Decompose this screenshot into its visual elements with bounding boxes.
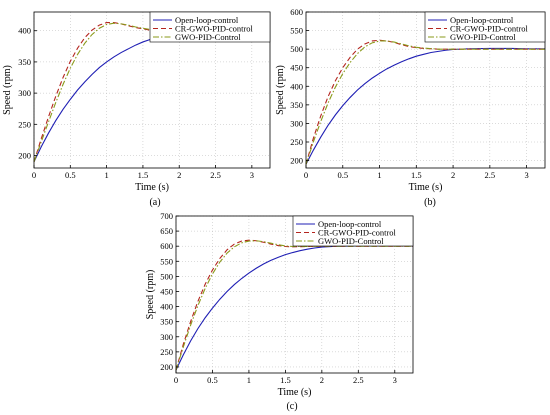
x-tick-label: 0 — [304, 170, 308, 180]
panel-label: (a) — [149, 197, 160, 208]
y-tick-label: 650 — [160, 226, 173, 236]
x-axis-label: Time (s) — [278, 387, 312, 398]
y-tick-label: 450 — [290, 63, 303, 73]
x-tick-label: 1 — [247, 375, 251, 385]
legend-entry: GWO-PID-Control — [318, 236, 384, 246]
y-tick-label: 200 — [290, 156, 303, 166]
y-tick-label: 300 — [290, 118, 303, 128]
x-tick-label: 2.5 — [485, 170, 496, 180]
x-tick-label: 1 — [377, 170, 381, 180]
x-tick-label: 1.5 — [280, 375, 291, 385]
y-tick-label: 500 — [290, 44, 303, 54]
y-tick-label: 250 — [160, 347, 173, 357]
x-tick-label: 0.5 — [65, 170, 76, 180]
legend-entry: Open-loop-control — [318, 219, 382, 229]
legend-entry: GWO-PID-Control — [175, 32, 241, 42]
y-tick-label: 550 — [290, 26, 303, 36]
x-tick-label: 0.5 — [207, 375, 218, 385]
y-tick-label: 350 — [290, 100, 303, 110]
legend-entry: CR-GWO-PID-control — [175, 24, 254, 34]
y-tick-label: 200 — [160, 362, 173, 372]
legend: Open-loop-controlCR-GWO-PID-controlGWO-P… — [424, 11, 546, 43]
x-tick-label: 1.5 — [411, 170, 422, 180]
x-tick-label: 2 — [177, 170, 181, 180]
y-tick-label: 400 — [290, 81, 303, 91]
chart-panel-a: 0 0.5 1 1.5 2 2.5 3 200 250 300 350 400 Time (s) Spee… — [2, 11, 271, 208]
panel-label: (c) — [286, 401, 297, 412]
chart-panel-b: 0 0.5 1 1.5 2 2.5 3 200 250 300 350 400 450 500 550 600… — [275, 7, 546, 208]
x-tick-label: 3 — [393, 375, 397, 385]
x-tick-label: 2.5 — [353, 375, 364, 385]
y-tick-label: 600 — [290, 7, 303, 17]
y-tick-label: 250 — [18, 119, 31, 129]
legend-entry: GWO-PID-Control — [450, 32, 516, 42]
y-tick-label: 400 — [18, 26, 31, 36]
legend-entry: Open-loop-control — [450, 15, 514, 25]
legend-entry: CR-GWO-PID-control — [450, 24, 529, 34]
y-tick-label: 300 — [160, 332, 173, 342]
y-tick-label: 700 — [160, 211, 173, 221]
x-tick-label: 0 — [32, 170, 36, 180]
x-tick-label: 1 — [104, 170, 108, 180]
y-tick-label: 550 — [160, 256, 173, 266]
legend: Open-loop-controlCR-GWO-PID-controlGWO-P… — [149, 11, 271, 43]
legend: Open-loop-controlCR-GWO-PID-controlGWO-P… — [292, 215, 414, 247]
series-line-gwo-pid-control — [33, 22, 270, 162]
y-axis-label: Speed (rpm) — [2, 65, 13, 115]
x-tick-label: 0 — [174, 375, 178, 385]
series-line-cr-gwo-pid-control — [175, 239, 413, 371]
x-tick-label: 1.5 — [138, 170, 149, 180]
series-line-gwo-pid-control — [305, 40, 545, 165]
x-axis-label: Time (s) — [409, 182, 443, 193]
series-line-gwo-pid-control — [175, 240, 413, 371]
panel-label: (b) — [424, 197, 436, 208]
y-tick-label: 200 — [18, 151, 31, 161]
x-tick-label: 2.5 — [210, 170, 221, 180]
y-tick-label: 500 — [160, 271, 173, 281]
y-tick-label: 450 — [160, 286, 173, 296]
y-tick-label: 350 — [18, 57, 31, 67]
y-tick-label: 300 — [18, 88, 31, 98]
y-axis-label: Speed (rpm) — [275, 65, 286, 115]
y-tick-label: 250 — [290, 137, 303, 147]
legend-entry: CR-GWO-PID-control — [318, 228, 397, 238]
x-tick-label: 2 — [451, 170, 455, 180]
y-tick-label: 600 — [160, 241, 173, 251]
y-axis-label: Speed (rpm) — [145, 270, 156, 320]
x-tick-label: 3 — [524, 170, 528, 180]
y-tick-label: 400 — [160, 302, 173, 312]
legend-entry: Open-loop-control — [175, 15, 239, 25]
x-axis-label: Time (s) — [135, 182, 169, 193]
x-tick-label: 2 — [320, 375, 324, 385]
x-tick-label: 0.5 — [337, 170, 348, 180]
x-tick-label: 3 — [250, 170, 254, 180]
y-tick-label: 350 — [160, 317, 173, 327]
chart-panel-c: 0 0.5 1 1.5 2 2.5 3 200 250 300 350 400 450 500 550 600… — [145, 211, 414, 412]
